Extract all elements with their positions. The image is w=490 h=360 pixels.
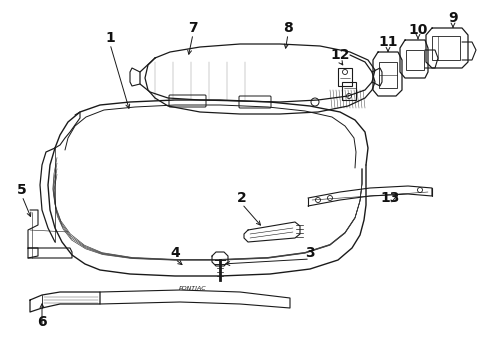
Bar xyxy=(406,50,424,70)
Text: 1: 1 xyxy=(105,31,115,45)
Bar xyxy=(342,82,356,100)
Text: 11: 11 xyxy=(378,35,398,49)
Text: 2: 2 xyxy=(237,191,247,205)
Bar xyxy=(338,68,352,86)
Bar xyxy=(432,36,460,60)
Text: 12: 12 xyxy=(330,48,350,62)
Text: 6: 6 xyxy=(37,315,47,329)
Text: PONTIAC: PONTIAC xyxy=(179,285,207,291)
Text: 9: 9 xyxy=(448,11,458,25)
Text: 13: 13 xyxy=(380,191,400,205)
Bar xyxy=(379,62,397,88)
Text: 7: 7 xyxy=(188,21,198,35)
Text: 10: 10 xyxy=(408,23,428,37)
Text: 4: 4 xyxy=(170,246,180,260)
Text: 3: 3 xyxy=(305,246,315,260)
Text: 8: 8 xyxy=(283,21,293,35)
Text: 5: 5 xyxy=(17,183,27,197)
